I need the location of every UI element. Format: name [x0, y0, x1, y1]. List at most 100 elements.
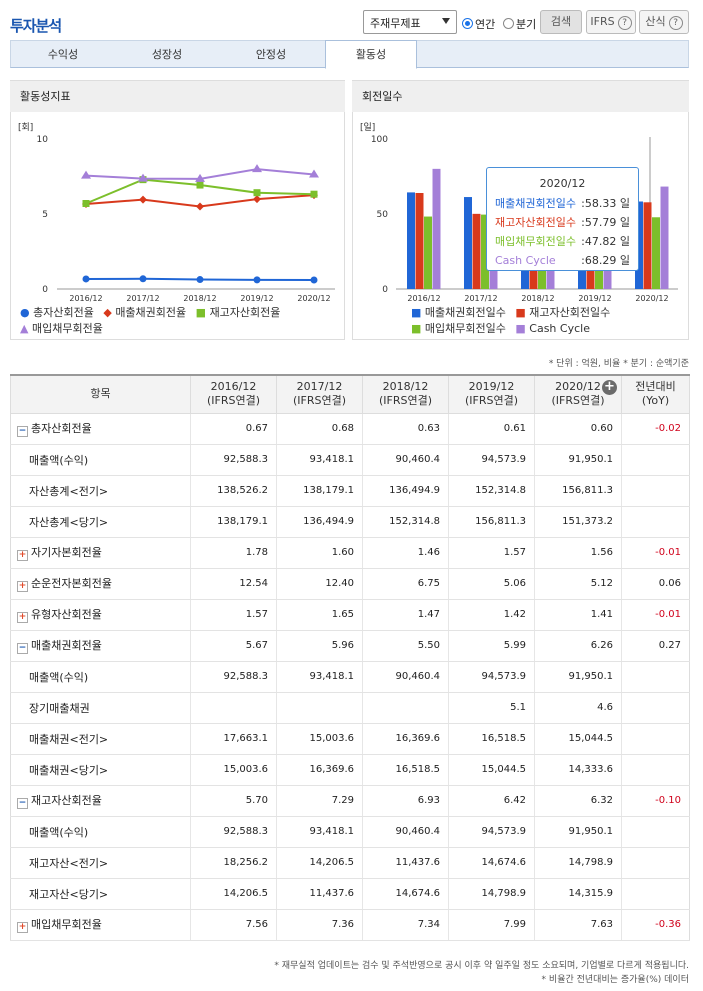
- bar[interactable]: [635, 201, 643, 289]
- cell-value: 152,314.8: [448, 475, 535, 507]
- row-label-text: 재고자산<당기>: [29, 887, 109, 901]
- x-tick-label: 2020/12: [297, 294, 330, 302]
- cell-value: 5.50: [362, 630, 449, 662]
- data-point[interactable]: [252, 164, 262, 173]
- data-point[interactable]: [309, 169, 319, 178]
- collapse-icon[interactable]: −: [17, 643, 28, 654]
- cell-yoy: -0.10: [621, 785, 690, 817]
- bar[interactable]: [432, 168, 441, 289]
- tab-growth[interactable]: 성장성: [151, 48, 183, 61]
- cell-value: 1.57: [190, 599, 277, 631]
- radio-quarter[interactable]: 분기: [503, 10, 536, 34]
- legend-item: 재고자산회전율: [209, 306, 281, 319]
- cell-value: 15,044.5: [448, 754, 535, 786]
- help-icon: ?: [668, 16, 683, 30]
- row-label[interactable]: − 매출채권회전율: [10, 630, 191, 662]
- data-point[interactable]: [253, 189, 261, 197]
- cell-value: 6.93: [362, 785, 449, 817]
- bar[interactable]: [424, 216, 432, 289]
- row-label: 재고자산<전기>: [10, 847, 191, 879]
- data-point[interactable]: [310, 190, 318, 198]
- row-label[interactable]: − 총자산회전율: [10, 413, 191, 445]
- data-point[interactable]: [196, 181, 204, 189]
- row-label[interactable]: + 매입채무회전율: [10, 909, 191, 941]
- cell-value: 138,179.1: [276, 475, 363, 507]
- row-label[interactable]: − 재고자산회전율: [10, 785, 191, 817]
- x-tick-label: 2017/12: [126, 294, 159, 302]
- collapse-icon[interactable]: −: [17, 798, 28, 809]
- y-tick-label: 0: [42, 285, 48, 295]
- cell-value: 93,418.1: [276, 661, 363, 693]
- data-point[interactable]: [310, 276, 318, 284]
- bar[interactable]: [464, 197, 472, 289]
- tooltip-row: Cash Cycle:68.29 일: [495, 251, 630, 270]
- x-tick-label: 2017/12: [464, 294, 497, 302]
- data-point[interactable]: [82, 275, 90, 283]
- cell-value: 6.26: [534, 630, 622, 662]
- right-panel: [352, 112, 689, 340]
- tab-stability[interactable]: 안정성: [255, 48, 287, 61]
- cell-value: 156,811.3: [534, 475, 622, 507]
- row-label-text: 유형자산회전율: [31, 608, 102, 621]
- formula-help-button[interactable]: 산식?: [639, 10, 689, 34]
- cell-value: 14,206.5: [190, 878, 277, 910]
- cell-value: 16,369.6: [362, 723, 449, 755]
- bar[interactable]: [415, 193, 424, 289]
- row-label: 장기매출채권: [10, 692, 191, 724]
- y-tick-label: 100: [371, 135, 388, 145]
- data-point[interactable]: [139, 275, 147, 283]
- expand-icon[interactable]: +: [17, 922, 28, 933]
- row-label: 매출채권<당기>: [10, 754, 191, 786]
- bar[interactable]: [660, 186, 669, 289]
- cell-value: 16,518.5: [448, 723, 535, 755]
- data-point[interactable]: [253, 195, 261, 204]
- add-column-icon[interactable]: +: [602, 380, 617, 395]
- statement-select[interactable]: 주재무제표: [363, 10, 457, 34]
- cell-yoy: -0.02: [621, 413, 690, 445]
- cell-value: 7.29: [276, 785, 363, 817]
- left-panel: [10, 112, 345, 340]
- data-point[interactable]: [196, 202, 204, 211]
- row-label: 매출액(수익): [10, 661, 191, 693]
- radio-selected-icon: [462, 18, 473, 29]
- cell-value: 15,044.5: [534, 723, 622, 755]
- legend-marker-square-icon: ■: [411, 306, 422, 319]
- tab-activity[interactable]: 활동성: [325, 40, 417, 69]
- tab-profitability[interactable]: 수익성: [47, 48, 79, 61]
- data-point[interactable]: [253, 276, 261, 284]
- tooltip-label: Cash Cycle: [495, 254, 556, 267]
- cell-value: 152,314.8: [362, 506, 449, 538]
- bar[interactable]: [472, 213, 481, 289]
- tooltip-unit: 일: [619, 254, 630, 267]
- collapse-icon[interactable]: −: [17, 426, 28, 437]
- cell-value: 92,588.3: [190, 661, 277, 693]
- data-point[interactable]: [82, 200, 90, 207]
- cell-value: 5.70: [190, 785, 277, 817]
- cell-value: 5.1: [448, 692, 535, 724]
- row-label[interactable]: + 자기자본회전율: [10, 537, 191, 569]
- bar[interactable]: [481, 214, 489, 289]
- row-label-text: 총자산회전율: [31, 422, 92, 435]
- row-label[interactable]: + 유형자산회전율: [10, 599, 191, 631]
- data-point[interactable]: [195, 173, 205, 182]
- x-tick-label: 2018/12: [521, 294, 554, 302]
- data-point[interactable]: [196, 276, 204, 284]
- data-point[interactable]: [139, 195, 147, 204]
- bar[interactable]: [407, 192, 415, 289]
- cell-value: 7.56: [190, 909, 277, 941]
- data-point[interactable]: [138, 173, 148, 182]
- row-label-text: 매출액(수익): [29, 825, 89, 839]
- data-point[interactable]: [81, 170, 91, 179]
- search-button[interactable]: 검색: [540, 10, 582, 34]
- radio-annual[interactable]: 연간: [462, 10, 495, 34]
- ifrs-help-button[interactable]: IFRS?: [586, 10, 636, 34]
- bar[interactable]: [643, 202, 652, 289]
- cell-value: 16,369.6: [276, 754, 363, 786]
- cell-value: 14,798.9: [534, 847, 622, 879]
- expand-icon[interactable]: +: [17, 581, 28, 592]
- expand-icon[interactable]: +: [17, 550, 28, 561]
- expand-icon[interactable]: +: [17, 612, 28, 623]
- bar[interactable]: [652, 217, 660, 289]
- row-label[interactable]: + 순운전자본회전율: [10, 568, 191, 600]
- cell-yoy: -0.36: [621, 909, 690, 941]
